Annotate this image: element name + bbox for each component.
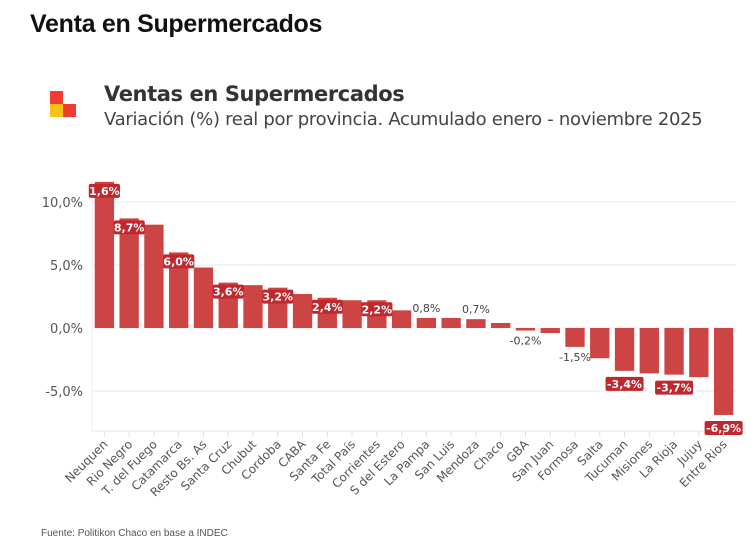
data-label-background <box>704 420 743 435</box>
bar <box>664 328 684 375</box>
data-label: 1,6% <box>89 185 120 198</box>
bar <box>193 267 214 328</box>
bar <box>391 310 412 328</box>
bar <box>441 317 461 328</box>
bar <box>169 252 189 328</box>
bar <box>639 328 659 374</box>
bar <box>119 218 139 328</box>
data-label: 3,6% <box>213 286 244 299</box>
y-tick-label: -5,0% <box>45 385 83 400</box>
data-label: 0,8% <box>412 302 440 315</box>
data-label-background <box>311 299 343 314</box>
chart-title: Ventas en Supermercados <box>104 82 405 106</box>
y-tick-label: 0,0% <box>50 322 83 337</box>
data-label: -3,4% <box>607 378 642 391</box>
data-label-background <box>605 376 644 391</box>
data-label-background <box>212 284 244 299</box>
bar <box>94 181 115 328</box>
data-label: 6,0% <box>163 255 194 268</box>
logo-square-top <box>50 91 63 104</box>
y-tick-label: 5,0% <box>50 259 83 274</box>
bar <box>416 317 437 328</box>
y-tick-label: 10,0% <box>42 196 83 211</box>
data-label-background <box>163 254 195 269</box>
bar <box>713 328 734 415</box>
data-label: 2,4% <box>312 301 343 314</box>
bar <box>292 293 313 328</box>
data-label: -3,7% <box>657 382 692 395</box>
data-label: 2,2% <box>362 303 393 316</box>
y-axis-ticks: -5,0% 0,0% 5,0% 10,0% <box>42 196 83 400</box>
bar <box>614 328 635 371</box>
page-title: Venta en Supermercados <box>30 10 323 38</box>
data-label: -1,5% <box>559 351 591 364</box>
bar <box>342 300 362 328</box>
data-label: 8,7% <box>114 221 145 234</box>
data-label-background <box>88 183 120 198</box>
logo-square-bottom-right <box>63 104 76 117</box>
data-label: 0,7% <box>462 303 490 316</box>
data-label-background <box>655 380 694 395</box>
bar <box>491 322 511 328</box>
data-label: -0,2% <box>510 335 542 348</box>
chart-subtitle: Variación (%) real por provincia. Acumul… <box>104 109 703 130</box>
bar <box>565 328 585 347</box>
bar <box>590 328 610 359</box>
data-labels: 1,6% 8,7% 6,0% 3,6% 3,2% 2,4% 2,2% 0,8% 0,7% -0,2… <box>88 183 743 435</box>
bar <box>515 328 536 331</box>
data-label: -6,9% <box>706 422 741 435</box>
data-label-background <box>113 220 145 235</box>
source-note: Fuente: Politikon Chaco en base a INDEC <box>41 528 228 539</box>
bar <box>689 328 709 378</box>
brand-logo-icon <box>50 91 76 131</box>
bar <box>144 224 164 328</box>
data-label-background <box>361 302 393 317</box>
bar <box>466 319 486 328</box>
bar <box>243 285 263 328</box>
bar <box>540 328 560 334</box>
logo-square-bottom-left <box>50 104 63 117</box>
data-label-background <box>262 289 294 304</box>
data-label: 3,2% <box>263 291 294 304</box>
